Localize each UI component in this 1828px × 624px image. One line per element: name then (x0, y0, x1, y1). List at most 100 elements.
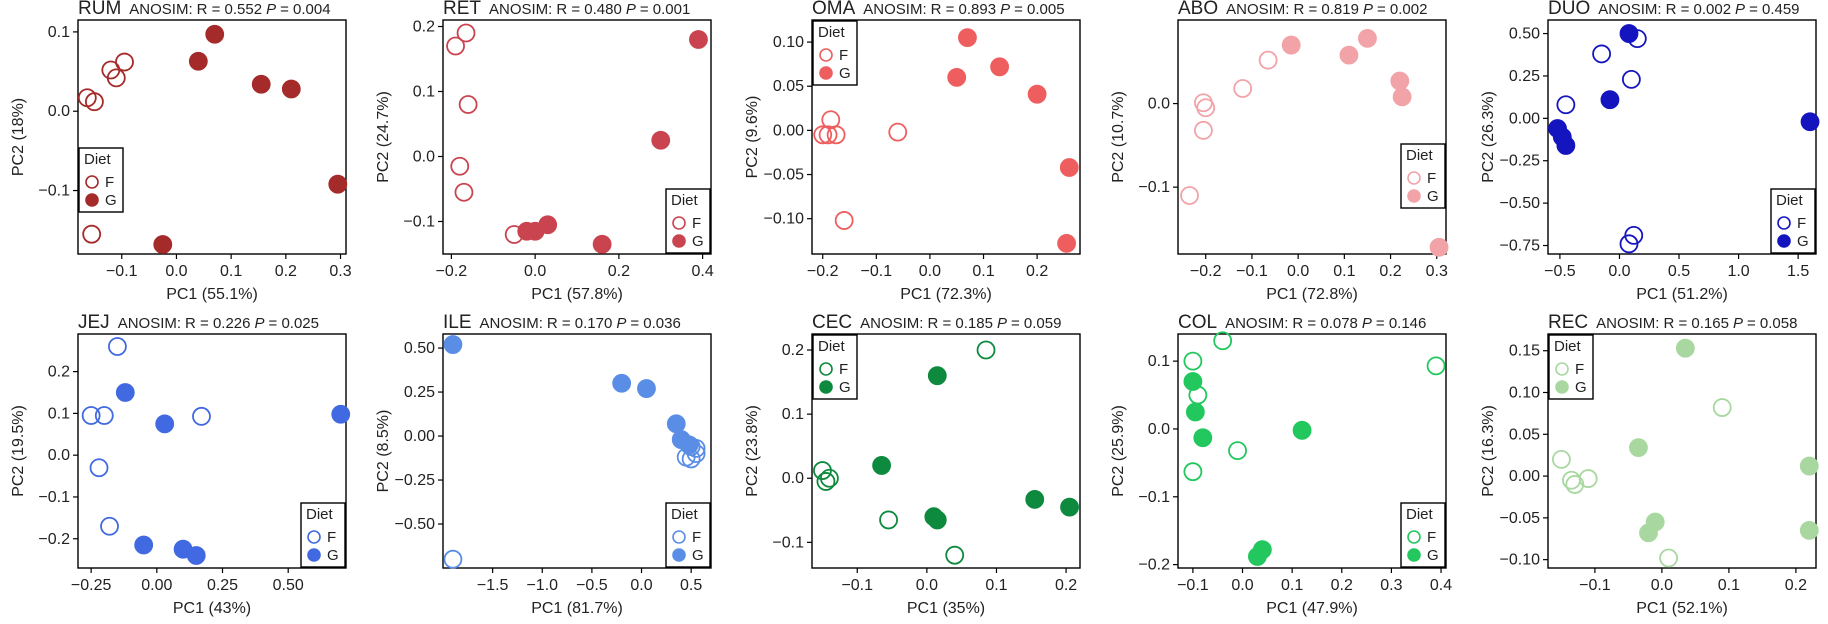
anosim-r: R = 0.480 (556, 1, 621, 18)
panel-title: COL ANOSIM: R = 0.078 P = 0.146 (1178, 312, 1426, 333)
point-g (637, 379, 656, 398)
point-g (1281, 35, 1301, 55)
point-f (1180, 186, 1199, 205)
point-f (945, 545, 965, 565)
point-g (1799, 520, 1819, 540)
legend-marker-f (85, 175, 99, 189)
point-f (94, 406, 114, 425)
point-g (1390, 71, 1410, 91)
legend-marker-g (1555, 380, 1569, 394)
x-axis-label: PC1 (81.7%) (531, 600, 623, 617)
y-tick-label: −0.25 (395, 472, 436, 489)
y-tick-label: −0.1 (772, 534, 804, 551)
x-tick-label: −1.5 (477, 577, 509, 594)
point-f (1592, 44, 1611, 64)
legend-entry-f: F (839, 361, 848, 378)
anosim-r: R = 0.226 (185, 315, 250, 332)
y-tick-label: −0.2 (1138, 557, 1170, 574)
x-tick-label: 0.5 (1668, 263, 1690, 280)
x-tick-label: 0.0 (1608, 263, 1630, 280)
point-f (100, 516, 119, 536)
point-g (328, 174, 348, 194)
point-g (689, 30, 708, 49)
anosim-r: R = 0.185 (927, 315, 992, 332)
panel-col: COL ANOSIM: R = 0.078 P = 0.146 −0.1 0.0 0.1 0.2… (1110, 312, 1452, 617)
x-tick-label: 0.5 (680, 577, 702, 594)
y-axis-label: PC2 (18%) (10, 98, 27, 176)
point-g (1619, 24, 1639, 43)
y-tick-label: −0.2 (38, 531, 70, 548)
point-g (1392, 87, 1412, 107)
legend-marker-g (1777, 234, 1791, 248)
y-tick-label: 0.0 (413, 149, 435, 166)
point-f (446, 36, 465, 56)
legend-marker-f (672, 216, 686, 230)
y-tick-label: −0.1 (1138, 489, 1170, 506)
legend-entry-f: F (839, 47, 848, 64)
point-f (89, 458, 109, 478)
point-g (188, 51, 208, 71)
plot-frame (77, 333, 347, 569)
anosim-r: R = 0.170 (547, 315, 612, 332)
panel-title: DUO ANOSIM: R = 0.002 P = 0.459 (1548, 0, 1800, 19)
y-tick-label: −0.05 (764, 167, 805, 184)
point-f (1426, 356, 1446, 376)
point-f (818, 125, 838, 145)
legend-marker-f (672, 530, 686, 544)
panel-cec: CEC ANOSIM: R = 0.185 P = 0.059 −0.1 0.0 0.1 0.2… (744, 312, 1081, 617)
legend-entry-g: G (692, 547, 704, 564)
point-f (1552, 449, 1571, 469)
legend-title: Diet (818, 24, 846, 41)
point-g (1193, 428, 1213, 448)
anosim-r: R = 0.002 (1666, 1, 1731, 18)
y-tick-label: −0.1 (1138, 179, 1170, 196)
y-axis-label: PC2 (16.3%) (1480, 405, 1497, 497)
y-axis-label: PC2 (23.8%) (744, 405, 761, 497)
y-tick-label: 0.25 (404, 384, 435, 401)
x-tick-label: −0.1 (1579, 577, 1611, 594)
x-tick-label: 0.0 (524, 263, 546, 280)
point-g (651, 130, 671, 150)
x-tick-label: 0.2 (1785, 577, 1807, 594)
legend-marker-g (672, 234, 686, 248)
legend-entry-g: G (1797, 233, 1809, 250)
legend-title: Diet (1554, 338, 1582, 355)
anosim-label: ANOSIM: (480, 315, 543, 332)
legend-entry-g: G (327, 547, 339, 564)
point-g (134, 535, 154, 555)
x-tick-label: −0.2 (807, 263, 839, 280)
x-tick-label: −0.1 (1177, 577, 1209, 594)
point-f (820, 468, 839, 488)
legend-marker-f (1407, 171, 1421, 185)
anosim-p-value: = 0.005 (1014, 1, 1064, 18)
point-g (1060, 497, 1079, 517)
legend-entry-f: F (692, 529, 701, 546)
y-tick-label: 0.05 (1509, 426, 1540, 443)
legend-entry-f: F (692, 215, 701, 232)
panel-title: JEJ ANOSIM: R = 0.226 P = 0.025 (78, 312, 319, 333)
legend-entry-g: G (692, 233, 704, 250)
y-tick-label: −0.75 (1500, 238, 1541, 255)
point-f (454, 182, 474, 202)
point-g (958, 28, 977, 48)
point-f (1619, 234, 1639, 254)
point-g (1600, 90, 1620, 110)
legend-entry-g: G (105, 192, 117, 209)
plot-frame (442, 333, 712, 569)
x-tick-label: 1.0 (1727, 263, 1749, 280)
panel-title: ABO ANOSIM: R = 0.819 P = 0.002 (1178, 0, 1427, 19)
point-f (450, 156, 470, 176)
point-f (976, 340, 996, 360)
point-g (927, 366, 947, 386)
point-g (1027, 84, 1047, 104)
panel-name: ABO (1178, 0, 1218, 19)
y-axis-label: PC2 (24.7%) (375, 91, 392, 183)
point-g (1339, 45, 1359, 65)
plot-frame (1177, 19, 1447, 255)
anosim-p-symbol: P (266, 1, 276, 18)
x-tick-label: 1.5 (1787, 263, 1809, 280)
legend-entry-f: F (1797, 215, 1806, 232)
point-f (888, 122, 908, 142)
panel-jej: JEJ ANOSIM: R = 0.226 P = 0.025 −0.25 0.00 0.25… (10, 312, 351, 617)
anosim-p-symbol: P (1363, 1, 1373, 18)
